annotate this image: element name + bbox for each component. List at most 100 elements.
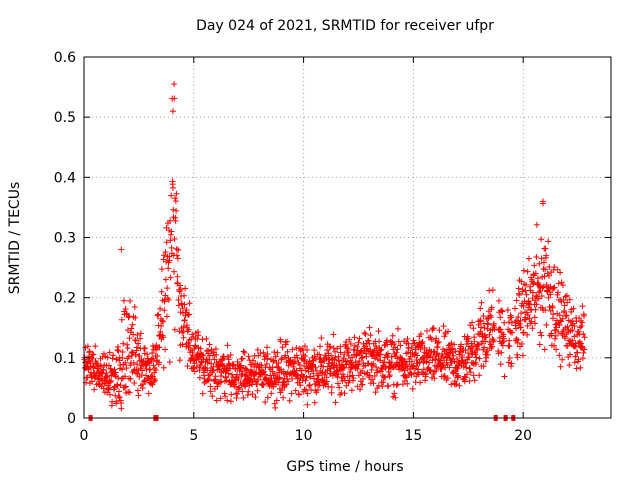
data-point bbox=[270, 358, 277, 365]
data-point bbox=[332, 354, 339, 361]
data-point bbox=[330, 345, 337, 352]
data-point bbox=[225, 370, 232, 377]
data-point bbox=[254, 387, 261, 394]
data-point bbox=[114, 343, 121, 350]
data-point bbox=[222, 393, 229, 400]
data-point bbox=[419, 338, 426, 345]
data-point bbox=[90, 364, 97, 371]
data-point bbox=[470, 372, 477, 379]
data-point bbox=[259, 380, 266, 387]
data-point bbox=[357, 348, 364, 355]
data-point bbox=[91, 375, 98, 382]
data-point bbox=[551, 264, 558, 271]
data-point bbox=[542, 245, 549, 252]
x-axis-label: GPS time / hours bbox=[286, 459, 403, 475]
data-point bbox=[578, 323, 585, 330]
data-point bbox=[103, 374, 110, 381]
data-point bbox=[271, 349, 278, 356]
data-point bbox=[351, 334, 358, 341]
data-point bbox=[166, 359, 173, 366]
data-point bbox=[196, 374, 203, 381]
data-point bbox=[544, 288, 551, 295]
data-point bbox=[132, 314, 139, 321]
data-point bbox=[130, 359, 137, 366]
data-point bbox=[118, 405, 125, 412]
data-point bbox=[369, 351, 376, 358]
data-point bbox=[252, 394, 259, 401]
data-point bbox=[433, 335, 440, 342]
data-point bbox=[483, 354, 490, 361]
data-point bbox=[155, 311, 162, 318]
data-point bbox=[236, 384, 243, 391]
data-point bbox=[126, 313, 133, 320]
data-point bbox=[127, 375, 134, 382]
data-point bbox=[274, 363, 281, 370]
data-point bbox=[146, 360, 153, 367]
data-point bbox=[273, 397, 280, 404]
data-point bbox=[362, 330, 369, 337]
data-point bbox=[372, 355, 379, 362]
data-point bbox=[158, 266, 165, 273]
data-point bbox=[264, 350, 271, 357]
data-point bbox=[134, 331, 141, 338]
data-point bbox=[92, 343, 99, 350]
data-point bbox=[303, 374, 310, 381]
data-point bbox=[275, 360, 282, 367]
data-point bbox=[470, 325, 477, 332]
data-point bbox=[224, 397, 231, 404]
data-point bbox=[172, 217, 179, 224]
data-point bbox=[440, 323, 447, 330]
data-point bbox=[171, 268, 178, 275]
data-point bbox=[239, 388, 246, 395]
data-point bbox=[199, 390, 206, 397]
data-point bbox=[264, 344, 271, 351]
data-point bbox=[255, 377, 262, 384]
data-point bbox=[93, 360, 100, 367]
data-point bbox=[245, 388, 252, 395]
data-point bbox=[349, 377, 356, 384]
axis-ticks: 0 0.1 0.2 0.3 0.4 0.5 0.6 0 5 10 15 20 bbox=[54, 50, 611, 444]
data-point bbox=[271, 400, 278, 407]
data-point bbox=[169, 108, 176, 115]
x-tick-label: 5 bbox=[189, 428, 198, 444]
data-point bbox=[125, 353, 132, 360]
data-point bbox=[391, 341, 398, 348]
data-point bbox=[573, 365, 580, 372]
data-point bbox=[343, 338, 350, 345]
data-point bbox=[283, 381, 290, 388]
data-point bbox=[181, 317, 188, 324]
data-point bbox=[354, 365, 361, 372]
data-point bbox=[307, 373, 314, 380]
data-point bbox=[260, 368, 267, 375]
data-point bbox=[410, 340, 417, 347]
data-point bbox=[473, 354, 480, 361]
data-point bbox=[278, 356, 285, 363]
data-point bbox=[151, 375, 158, 382]
data-point bbox=[152, 367, 159, 374]
data-point bbox=[269, 364, 276, 371]
data-point bbox=[531, 314, 538, 321]
data-point bbox=[294, 372, 301, 379]
data-point bbox=[185, 326, 192, 333]
data-point bbox=[91, 386, 98, 393]
data-point bbox=[279, 379, 286, 386]
data-point bbox=[152, 377, 159, 384]
data-point bbox=[242, 371, 249, 378]
data-point bbox=[166, 257, 173, 264]
data-point bbox=[288, 390, 295, 397]
data-point bbox=[403, 361, 410, 368]
data-point bbox=[169, 184, 176, 191]
data-point bbox=[566, 362, 573, 369]
data-point bbox=[513, 325, 520, 332]
data-point bbox=[352, 359, 359, 366]
data-point bbox=[537, 329, 544, 336]
data-point bbox=[158, 288, 165, 295]
data-point bbox=[175, 296, 182, 303]
data-point bbox=[270, 357, 277, 364]
data-point bbox=[537, 287, 544, 294]
data-point bbox=[391, 390, 398, 397]
data-point bbox=[354, 383, 361, 390]
data-point bbox=[374, 367, 381, 374]
data-point bbox=[436, 327, 443, 334]
